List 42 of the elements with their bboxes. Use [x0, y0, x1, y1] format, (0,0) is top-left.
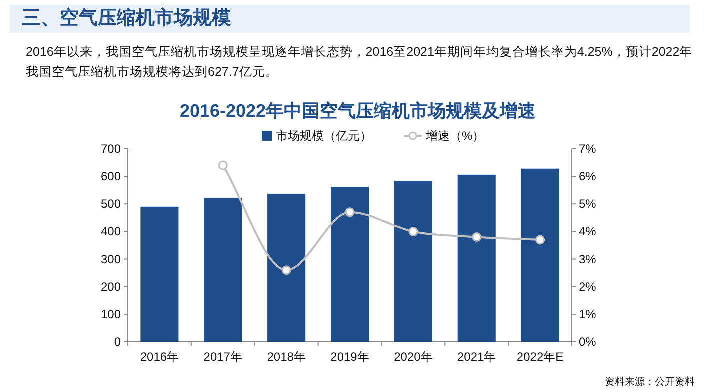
y2-tick-label: 6% — [579, 170, 597, 184]
bar — [330, 187, 370, 342]
y-tick-label: 100 — [100, 307, 122, 322]
y2-tick-label: 4% — [579, 224, 597, 239]
text: 三、空气压缩机市场规模 — [10, 5, 690, 33]
y2-tick-label: 0% — [579, 335, 597, 349]
y2-tick-label: 2% — [579, 280, 597, 294]
bar — [140, 206, 179, 342]
y-tick-label: 300 — [100, 252, 122, 266]
y-tick-label: 600 — [100, 170, 122, 184]
legend-label: 市场规模（亿元） — [276, 129, 372, 143]
y2-tick-label: 7% — [579, 142, 597, 156]
x-tick-label: 2020年 — [394, 350, 433, 364]
bar — [204, 198, 242, 342]
legend-label: 增速（%） — [425, 129, 485, 143]
x-tick-label: 2016年 — [140, 350, 180, 364]
y-tick-label: 700 — [100, 142, 122, 156]
y2-tick-label: 1% — [579, 307, 597, 322]
chart-title: 2016-2022年中国空气压缩机市场规模及增速 — [180, 101, 536, 121]
x-tick-label: 2021年 — [458, 350, 496, 364]
x-tick-label: 2022年E — [516, 350, 564, 364]
point — [345, 208, 355, 218]
bar — [394, 180, 432, 342]
point — [536, 235, 546, 245]
bar — [521, 168, 560, 342]
point — [282, 266, 292, 276]
text: 2016年以来，我国空气压缩机市场规模呈现逐年增长态势，2016至2021年期间年均复合增长率为4.25%，预计2022年我国空气压缩机市场规模将达到627.7亿元。 — [26, 44, 694, 81]
point — [218, 160, 228, 170]
text: 资料来源：公开资料 — [605, 376, 695, 389]
x-tick-label: 2018年 — [267, 350, 306, 364]
x-tick-label: 2017年 — [204, 350, 242, 364]
y-tick-label: 0 — [114, 335, 122, 349]
y-tick-label: 200 — [100, 280, 122, 294]
bar — [458, 174, 496, 342]
y2-tick-label: 3% — [579, 252, 597, 266]
point — [408, 226, 418, 236]
y-tick-label: 400 — [100, 224, 122, 239]
y2-tick-label: 5% — [579, 197, 597, 212]
x-tick-label: 2019年 — [330, 350, 370, 364]
point — [472, 232, 482, 242]
bar — [268, 194, 306, 342]
y-tick-label: 500 — [100, 197, 122, 212]
